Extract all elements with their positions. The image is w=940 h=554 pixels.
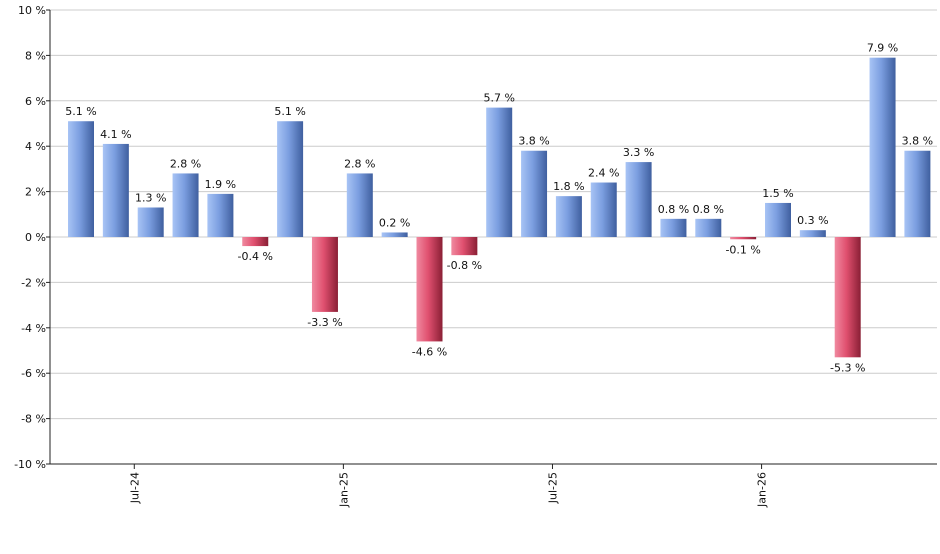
bar: [625, 162, 652, 237]
data-label: 0.2 %: [379, 216, 410, 229]
y-tick-label: 6 %: [25, 95, 46, 108]
y-tick-label: -10 %: [14, 458, 46, 471]
y-tick-label: -6 %: [21, 367, 46, 380]
bar: [590, 182, 617, 237]
bar: [172, 173, 199, 237]
bars: [68, 57, 931, 358]
data-label: 1.8 %: [553, 180, 584, 193]
y-tick-label: 2 %: [25, 186, 46, 199]
bar: [102, 143, 129, 237]
data-label: 0.8 %: [658, 203, 689, 216]
x-tick-label: Jul-24: [128, 472, 141, 504]
data-label: 3.8 %: [902, 135, 933, 148]
bar: [695, 218, 722, 237]
data-label: -4.6 %: [412, 345, 447, 358]
data-label: 5.1 %: [274, 105, 305, 118]
axes: 10 % 8 % 6 % 4 % 2 % 0 % -2 % -4 % -6 % -8 % -10 %…: [14, 4, 937, 508]
data-label: 1.5 %: [762, 187, 793, 200]
bar: [416, 237, 443, 342]
data-label: 3.3 %: [623, 146, 654, 159]
bar: [834, 237, 861, 358]
data-label: 2.4 %: [588, 167, 619, 180]
data-label: -3.3 %: [307, 316, 342, 329]
data-label: 1.3 %: [135, 191, 166, 204]
y-tick-label: -4 %: [21, 322, 46, 335]
x-tick-label: Jan-25: [337, 472, 350, 508]
bar: [555, 196, 582, 237]
data-label: 5.7 %: [483, 92, 514, 105]
data-labels: 5.1 % 4.1 % 1.3 % 2.8 % 1.9 % -0.4 % 5.1 % -3.3…: [65, 42, 933, 375]
y-tick-label: 8 %: [25, 49, 46, 62]
y-tick-label: -2 %: [21, 276, 46, 289]
data-label: 3.8 %: [518, 135, 549, 148]
data-label: -0.1 %: [725, 243, 760, 256]
data-label: 5.1 %: [65, 105, 96, 118]
data-label: 1.9 %: [205, 178, 236, 191]
x-tick-label: Jan-26: [756, 472, 769, 508]
bar: [904, 150, 931, 237]
y-tick-label: 0 %: [25, 231, 46, 244]
bar: [242, 237, 269, 247]
bar: [869, 57, 896, 237]
x-tick-label: Jul-25: [546, 472, 559, 504]
data-label: 0.3 %: [797, 214, 828, 227]
data-label: -0.4 %: [238, 250, 273, 263]
data-label: 4.1 %: [100, 128, 131, 141]
bar: [311, 237, 338, 312]
y-tick-label: 10 %: [18, 4, 46, 17]
bar: [68, 121, 94, 237]
y-tick-label: -8 %: [21, 413, 46, 426]
bar: [381, 232, 408, 237]
data-label: 2.8 %: [170, 157, 201, 170]
bar: [277, 121, 304, 237]
bar: [137, 207, 164, 237]
data-label: 2.8 %: [344, 157, 375, 170]
data-label: 7.9 %: [867, 42, 898, 55]
y-tick-label: 4 %: [25, 140, 46, 153]
bar: [660, 218, 687, 237]
bar: [451, 237, 478, 256]
bar: [346, 173, 373, 237]
bar: [521, 150, 548, 237]
data-label: 0.8 %: [693, 203, 724, 216]
bar: [486, 107, 513, 237]
bar: [730, 237, 757, 240]
bar: [799, 230, 826, 237]
bar: [207, 193, 234, 237]
bar: [765, 202, 791, 237]
data-label: -5.3 %: [830, 361, 865, 374]
data-label: -0.8 %: [447, 259, 482, 272]
